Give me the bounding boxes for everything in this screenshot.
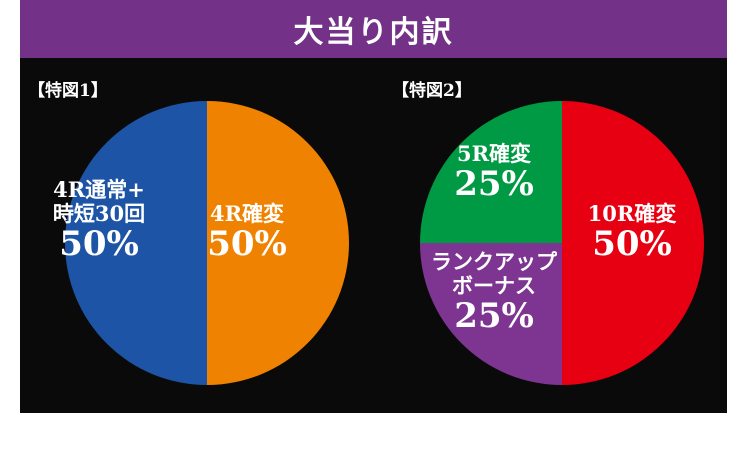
- pie2-slice-2: [420, 243, 562, 385]
- pie2-slice-1-label-line-1: 10R確変: [588, 201, 677, 226]
- page-title: 大当り内訳: [20, 0, 727, 58]
- pie1-slice-2-percent: 50%: [59, 224, 139, 264]
- pie2-slice-3-label-line-1: 5R確変: [457, 141, 531, 166]
- pie2-slice-1: [562, 101, 704, 385]
- pie1-slice-2-label-line-2: 時短30回: [53, 201, 145, 226]
- pie1-slice-2-label-line-1: 4R通常+: [53, 177, 145, 202]
- pie2-slice-2-percent: 25%: [454, 296, 534, 336]
- pie2-slice-3: [420, 101, 562, 243]
- chart-panel: 【特図1】 【特図2】 4R確変 50% 4R通常+ 時短30回 50% 10R確変 50%…: [20, 58, 727, 413]
- pie1-slice-2: [65, 101, 207, 385]
- pie2-slice-3-percent: 25%: [454, 164, 534, 204]
- chart-title-2: 【特図2】: [392, 81, 472, 101]
- pie1-slice-1-percent: 50%: [207, 224, 287, 264]
- pie1-slice-1: [207, 101, 349, 385]
- pie2-slice-2-label-line-2: ボーナス: [452, 273, 536, 298]
- pie2-slice-2-label-line-1: ランクアップ: [431, 249, 558, 274]
- pie-charts: 4R確変50%4R通常+時短30回50%10R確変50%ランクアップボーナス25…: [53, 101, 704, 385]
- pie2-slice-1-percent: 50%: [592, 224, 672, 264]
- pie1-slice-1-label-line-1: 4R確変: [210, 201, 284, 226]
- chart-title-1: 【特図1】: [28, 81, 108, 101]
